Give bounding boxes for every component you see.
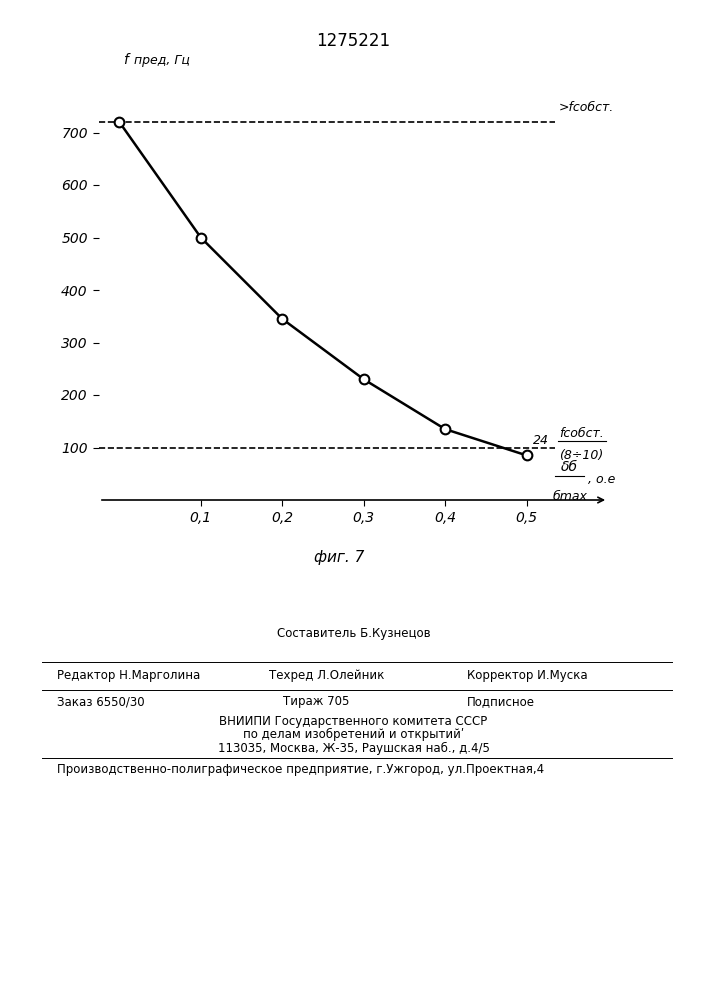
Text: Техред Л.Олейник: Техред Л.Олейник [269, 668, 384, 682]
Text: δб: δб [561, 460, 578, 474]
Text: 113035, Москва, Ж-35, Раушская наб., д.4/5: 113035, Москва, Ж-35, Раушская наб., д.4… [218, 742, 489, 755]
Text: Редактор Н.Марголина: Редактор Н.Марголина [57, 668, 200, 682]
Text: Тираж 705: Тираж 705 [283, 696, 349, 708]
Text: ВНИИПИ Государственного комитета СССР: ВНИИПИ Государственного комитета СССР [219, 715, 488, 728]
Text: Составитель Б.Кузнецов: Составитель Б.Кузнецов [276, 627, 431, 640]
Text: по делам изобретений и открытийʹ: по делам изобретений и открытийʹ [243, 728, 464, 741]
Text: фиг. 7: фиг. 7 [314, 550, 364, 565]
Text: fсобст.: fсобст. [559, 427, 604, 440]
Text: 1275221: 1275221 [317, 32, 390, 50]
Text: f: f [124, 53, 128, 67]
Text: Подписное: Подписное [467, 696, 534, 708]
Text: (8÷10): (8÷10) [559, 449, 603, 462]
Text: >fсобст.: >fсобст. [559, 101, 614, 114]
Text: Корректор И.Муска: Корректор И.Муска [467, 668, 588, 682]
Text: Заказ 6550/30: Заказ 6550/30 [57, 696, 144, 708]
Text: 24: 24 [533, 434, 549, 448]
Text: пред, Гц: пред, Гц [134, 54, 190, 67]
Text: бmax: бmax [552, 489, 588, 502]
Text: , о.е: , о.е [588, 473, 615, 486]
Text: Производственно-полиграфическое предприятие, г.Ужгород, ул.Проектная,4: Производственно-полиграфическое предприя… [57, 764, 544, 776]
